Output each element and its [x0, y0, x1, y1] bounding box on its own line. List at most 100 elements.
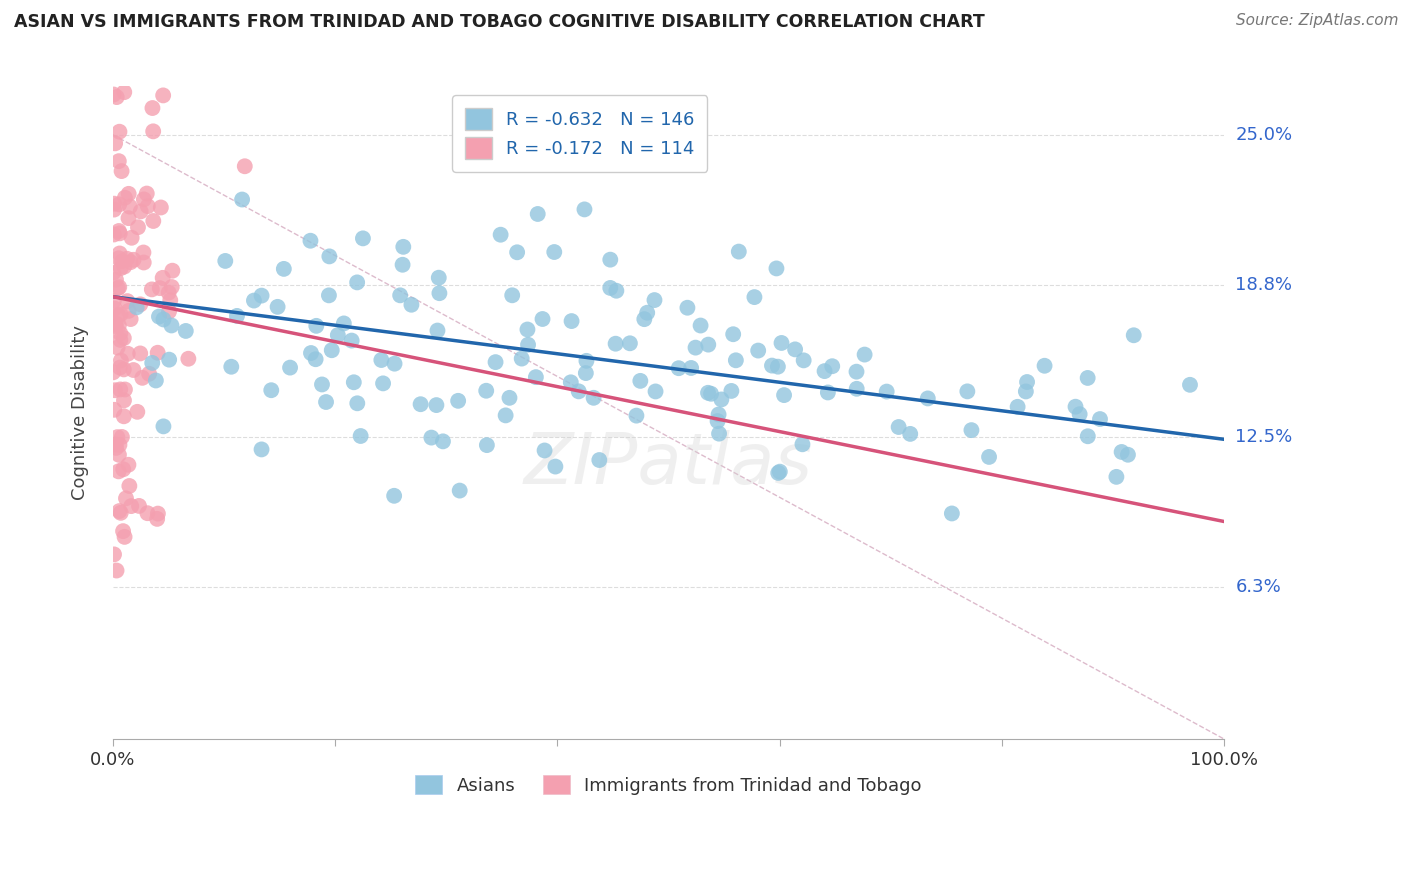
Asians	[710, 392, 733, 407]
Asians	[960, 423, 983, 437]
Immigrants from Trinidad and Tobago	[103, 402, 125, 417]
Asians	[707, 426, 730, 441]
Asians	[1064, 400, 1087, 414]
Asians	[770, 335, 793, 350]
Asians	[501, 288, 523, 302]
Text: 18.8%: 18.8%	[1236, 276, 1292, 293]
Immigrants from Trinidad and Tobago	[118, 186, 141, 201]
Asians	[574, 202, 596, 217]
Asians	[773, 388, 796, 402]
Immigrants from Trinidad and Tobago	[157, 285, 180, 300]
Immigrants from Trinidad and Tobago	[118, 200, 141, 214]
Asians	[524, 370, 547, 384]
Asians	[707, 408, 730, 422]
Immigrants from Trinidad and Tobago	[117, 458, 139, 472]
Immigrants from Trinidad and Tobago	[114, 383, 136, 397]
Immigrants from Trinidad and Tobago	[132, 255, 155, 269]
Immigrants from Trinidad and Tobago	[117, 304, 139, 318]
Asians	[392, 240, 415, 254]
Asians	[531, 312, 554, 326]
Asians	[250, 442, 273, 457]
Asians	[489, 227, 512, 242]
Immigrants from Trinidad and Tobago	[103, 202, 125, 217]
Asians	[125, 301, 148, 315]
Immigrants from Trinidad and Tobago	[107, 281, 129, 295]
Asians	[681, 361, 703, 376]
Asians	[766, 359, 789, 374]
Immigrants from Trinidad and Tobago	[112, 462, 135, 476]
Immigrants from Trinidad and Tobago	[108, 318, 131, 333]
Asians	[425, 398, 447, 412]
Immigrants from Trinidad and Tobago	[108, 360, 131, 375]
Asians	[727, 244, 749, 259]
Immigrants from Trinidad and Tobago	[162, 263, 184, 277]
Asians	[599, 252, 621, 267]
Asians	[1178, 377, 1201, 392]
Asians	[152, 312, 174, 326]
Immigrants from Trinidad and Tobago	[112, 331, 135, 345]
Immigrants from Trinidad and Tobago	[142, 124, 165, 138]
Immigrants from Trinidad and Tobago	[111, 254, 134, 268]
Immigrants from Trinidad and Tobago	[142, 214, 165, 228]
Immigrants from Trinidad and Tobago	[108, 125, 131, 139]
Asians	[333, 317, 356, 331]
Text: Source: ZipAtlas.com: Source: ZipAtlas.com	[1236, 13, 1399, 29]
Immigrants from Trinidad and Tobago	[135, 186, 157, 201]
Asians	[619, 336, 641, 351]
Immigrants from Trinidad and Tobago	[149, 281, 172, 295]
Asians	[560, 376, 582, 390]
Asians	[793, 353, 815, 368]
Asians	[747, 343, 769, 358]
Immigrants from Trinidad and Tobago	[122, 43, 145, 57]
Asians	[401, 298, 423, 312]
Text: ASIAN VS IMMIGRANTS FROM TRINIDAD AND TOBAGO COGNITIVE DISABILITY CORRELATION CH: ASIAN VS IMMIGRANTS FROM TRINIDAD AND TO…	[14, 13, 984, 31]
Immigrants from Trinidad and Tobago	[108, 448, 131, 462]
Legend: Asians, Immigrants from Trinidad and Tobago: Asians, Immigrants from Trinidad and Tob…	[408, 768, 929, 802]
Immigrants from Trinidad and Tobago	[108, 154, 131, 169]
Asians	[231, 193, 253, 207]
Immigrants from Trinidad and Tobago	[110, 353, 132, 368]
Asians	[226, 309, 249, 323]
Asians	[575, 366, 598, 380]
Asians	[817, 385, 839, 400]
Asians	[318, 249, 340, 263]
Asians	[956, 384, 979, 399]
Immigrants from Trinidad and Tobago	[104, 136, 127, 151]
Asians	[575, 354, 598, 368]
Asians	[299, 346, 322, 360]
Immigrants from Trinidad and Tobago	[103, 196, 125, 211]
Asians	[315, 395, 337, 409]
Asians	[845, 382, 868, 396]
Asians	[141, 356, 163, 370]
Immigrants from Trinidad and Tobago	[114, 191, 136, 205]
Asians	[1088, 412, 1111, 426]
Immigrants from Trinidad and Tobago	[138, 367, 160, 381]
Immigrants from Trinidad and Tobago	[110, 506, 132, 520]
Asians	[1033, 359, 1056, 373]
Asians	[697, 385, 720, 400]
Asians	[371, 376, 394, 391]
Asians	[845, 365, 868, 379]
Immigrants from Trinidad and Tobago	[120, 312, 142, 326]
Asians	[689, 318, 711, 333]
Asians	[260, 383, 283, 397]
Immigrants from Trinidad and Tobago	[112, 85, 135, 99]
Immigrants from Trinidad and Tobago	[146, 345, 169, 359]
Immigrants from Trinidad and Tobago	[141, 282, 163, 296]
Asians	[370, 353, 392, 368]
Asians	[821, 359, 844, 374]
Asians	[887, 420, 910, 434]
Immigrants from Trinidad and Tobago	[112, 393, 135, 408]
Asians	[311, 377, 333, 392]
Immigrants from Trinidad and Tobago	[146, 507, 169, 521]
Immigrants from Trinidad and Tobago	[105, 564, 128, 578]
Asians	[1015, 375, 1038, 389]
Asians	[853, 348, 876, 362]
Asians	[977, 450, 1000, 464]
Asians	[148, 310, 170, 324]
Asians	[352, 231, 374, 245]
Asians	[391, 258, 413, 272]
Immigrants from Trinidad and Tobago	[152, 88, 174, 103]
Asians	[475, 438, 498, 452]
Asians	[389, 288, 412, 302]
